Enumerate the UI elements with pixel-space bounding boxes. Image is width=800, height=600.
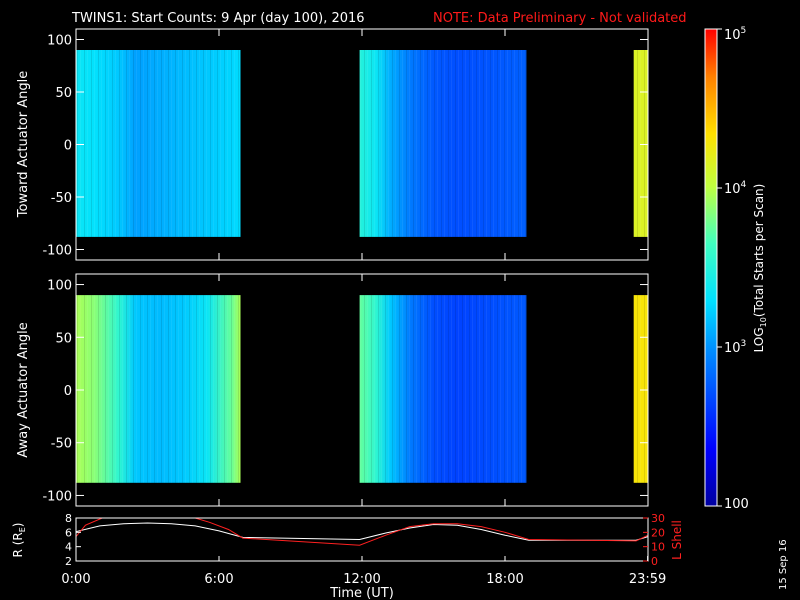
colorbar-tick-base: 100	[724, 497, 749, 512]
toward-ylabel: Toward Actuator Angle	[16, 71, 31, 218]
r-tick-label: 4	[65, 541, 72, 554]
heatmap-texture	[76, 50, 241, 237]
heatmap-texture	[359, 295, 527, 483]
date-stamp: 15 Sep 16	[778, 539, 789, 590]
y-tick-label: 0	[64, 139, 72, 154]
time-tick-label: 18:00	[486, 572, 523, 587]
colorbar-label-sub: 10	[759, 317, 768, 327]
time-tick-label: 23:59	[629, 572, 666, 587]
heatmap-texture	[633, 295, 648, 483]
colorbar-tick-label: 104	[724, 180, 747, 197]
lshell-tick-label: 10	[651, 541, 665, 554]
orbit-lines	[76, 518, 648, 546]
r-label-end: )	[11, 523, 25, 528]
heatmap-texture	[76, 295, 241, 483]
colorbar-tick-label: 105	[724, 26, 746, 43]
toward-heatmap	[76, 50, 648, 237]
colorbar-tick-label: 103	[724, 339, 746, 356]
away-y-axis: -100 -50 0 50 100	[42, 274, 649, 506]
time-tick-label: 6:00	[204, 572, 233, 587]
colorbar-tick-base: 10	[724, 341, 741, 356]
heatmap-texture	[359, 50, 527, 237]
colorbar-tick-base: 10	[724, 28, 741, 43]
y-tick-label: 100	[47, 34, 72, 49]
colorbar-tick-base: 10	[724, 182, 741, 197]
colorbar-label: LOG10(Total Starts per Scan)	[752, 184, 768, 353]
lshell-tick-label: 20	[651, 526, 665, 539]
toward-angle-panel: -100 -50 0 50 100 Toward Actuator Angle	[16, 28, 649, 261]
y-tick-label: 50	[55, 331, 72, 346]
r-tick-label: 8	[65, 512, 72, 525]
y-tick-label: 50	[55, 86, 72, 101]
y-tick-label: 0	[64, 384, 72, 399]
colorbar-label-log: LOG	[752, 327, 766, 352]
time-axis: 0:00 6:00 12:00 18:00 23:59	[61, 556, 666, 587]
y-tick-label: -50	[51, 191, 72, 206]
preliminary-note: NOTE: Data Preliminary - Not validated	[433, 11, 687, 26]
r-label-main: R (R	[11, 532, 25, 557]
y-tick-label: -100	[42, 489, 72, 504]
r-tick-label: 2	[65, 555, 72, 568]
lshell-tick-label: 0	[651, 555, 658, 568]
colorbar-tick-exp: 5	[741, 26, 747, 36]
lshell-line	[76, 518, 648, 546]
colorbar-tick-exp: 4	[741, 180, 747, 190]
time-axis-label: Time (UT)	[329, 586, 394, 600]
away-heatmap	[76, 295, 648, 483]
y-tick-label: 100	[47, 279, 72, 294]
lshell-axis-label: L Shell	[670, 520, 684, 560]
heatmap-texture	[633, 50, 648, 237]
away-angle-panel: -100 -50 0 50 100 Away Actuator Angle	[16, 273, 649, 507]
time-tick-label: 0:00	[61, 572, 90, 587]
colorbar-label-rest: (Total Starts per Scan)	[752, 184, 766, 318]
away-ylabel: Away Actuator Angle	[16, 322, 31, 457]
r-label-sub: E	[18, 527, 27, 532]
colorbar-tick-exp: 3	[741, 339, 747, 349]
y-tick-label: -50	[51, 437, 72, 452]
colorbar-gradient	[704, 28, 718, 507]
r-axis: 24 68	[65, 512, 81, 568]
colorbar-tick-label: 100	[724, 497, 749, 512]
r-tick-label: 6	[65, 526, 72, 539]
y-tick-label: -100	[42, 244, 72, 259]
chart-title: TWINS1: Start Counts: 9 Apr (day 100), 2…	[71, 11, 365, 26]
lshell-tick-label: 30	[651, 512, 665, 525]
r-line	[76, 522, 648, 541]
time-tick-label: 12:00	[343, 572, 380, 587]
r-axis-label: R (RE)	[11, 523, 27, 558]
toward-y-axis: -100 -50 0 50 100	[42, 29, 649, 260]
